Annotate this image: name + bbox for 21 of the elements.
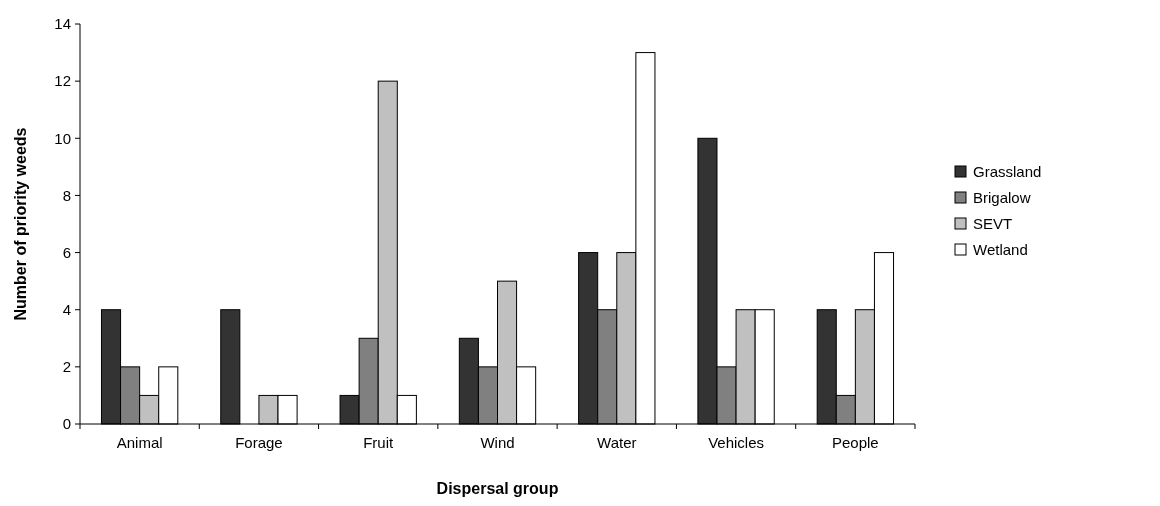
x-tick-label: Fruit: [363, 434, 395, 451]
y-tick-label: 6: [62, 243, 71, 261]
y-tick-label: 2: [62, 358, 71, 376]
x-tick-label: People: [832, 434, 879, 451]
y-tick-label: 10: [54, 129, 71, 147]
y-tick-label: 12: [54, 72, 71, 90]
x-tick-label: Vehicles: [708, 434, 765, 451]
y-tick-label: 14: [54, 15, 71, 33]
legend-label: Brigalow: [973, 189, 1031, 207]
legend-label: Grassland: [973, 163, 1042, 181]
y-tick-label: 4: [62, 300, 71, 318]
y-axis-title: Number of priority weeds: [12, 127, 29, 321]
x-tick-label: Forage: [235, 434, 283, 451]
y-tick-label: 8: [62, 186, 71, 204]
x-tick-label: Animal: [116, 434, 163, 451]
legend-label: Wetland: [973, 241, 1028, 259]
y-tick-label: 0: [62, 415, 71, 433]
legend-label: SEVT: [973, 215, 1013, 233]
x-axis-title: Dispersal group: [436, 480, 559, 497]
x-tick-label: Water: [597, 434, 637, 451]
x-tick-label: Wind: [480, 434, 515, 451]
